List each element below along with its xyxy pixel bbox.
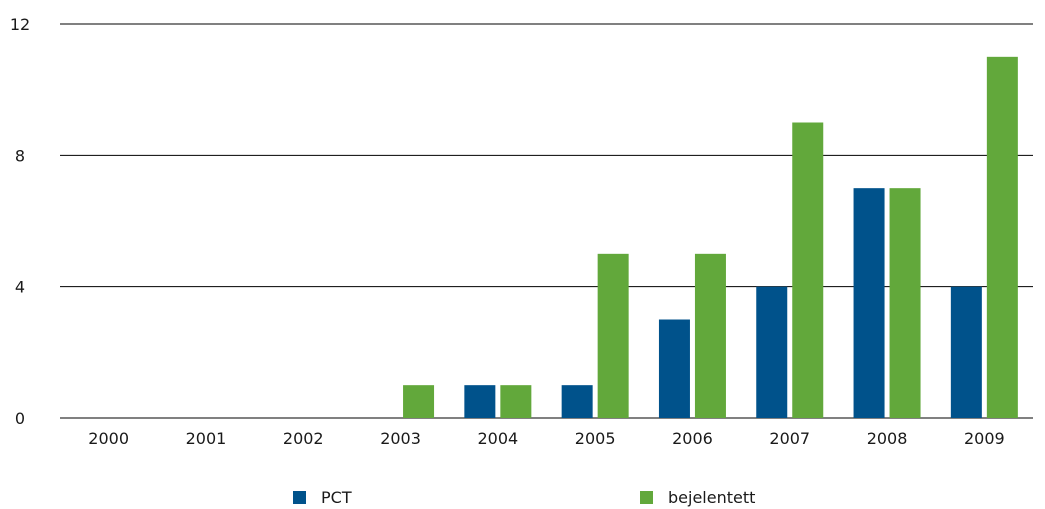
y-tick-label: 8 (15, 146, 25, 165)
bar-pct-2008 (853, 188, 885, 418)
bar-bejelentett-2008 (889, 188, 921, 418)
x-tick-label: 2009 (964, 429, 1005, 448)
y-tick-label: 12 (10, 15, 30, 34)
legend-swatch-pct (293, 491, 306, 504)
bar-bejelentett-2004 (500, 385, 532, 418)
legend-label-pct: PCT (321, 488, 352, 507)
bar-pct-2004 (464, 385, 496, 418)
x-tick-label: 2008 (867, 429, 908, 448)
bar-bejelentett-2006 (694, 253, 726, 418)
x-tick-label: 2006 (672, 429, 713, 448)
bar-bejelentett-2009 (986, 56, 1018, 418)
bar-pct-2007 (756, 286, 788, 418)
legend-label-bejelentett: bejelentett (668, 488, 755, 507)
x-tick-label: 2002 (283, 429, 324, 448)
bar-bejelentett-2007 (792, 122, 824, 418)
bars (403, 56, 1018, 418)
gridlines (60, 23, 1033, 419)
bar-pct-2006 (658, 319, 690, 418)
bar-pct-2005 (561, 385, 593, 418)
x-tick-label: 2004 (477, 429, 518, 448)
legend-swatch-bejelentett (640, 491, 653, 504)
bar-pct-2009 (950, 286, 982, 418)
x-tick-label: 2000 (88, 429, 129, 448)
y-tick-label: 0 (15, 409, 25, 428)
x-tick-label: 2005 (575, 429, 616, 448)
x-tick-label: 2003 (380, 429, 421, 448)
bar-bejelentett-2003 (403, 385, 435, 418)
legend: PCT bejelentett (293, 488, 755, 507)
y-axis-tick-labels: 0 4 8 12 (10, 15, 30, 428)
y-tick-label: 4 (15, 278, 25, 297)
x-axis-tick-labels: 2000 2001 2002 2003 2004 2005 2006 2007 2008 2009 (88, 429, 1004, 448)
bar-bejelentett-2005 (597, 253, 629, 418)
x-tick-label: 2001 (186, 429, 227, 448)
x-tick-label: 2007 (769, 429, 810, 448)
